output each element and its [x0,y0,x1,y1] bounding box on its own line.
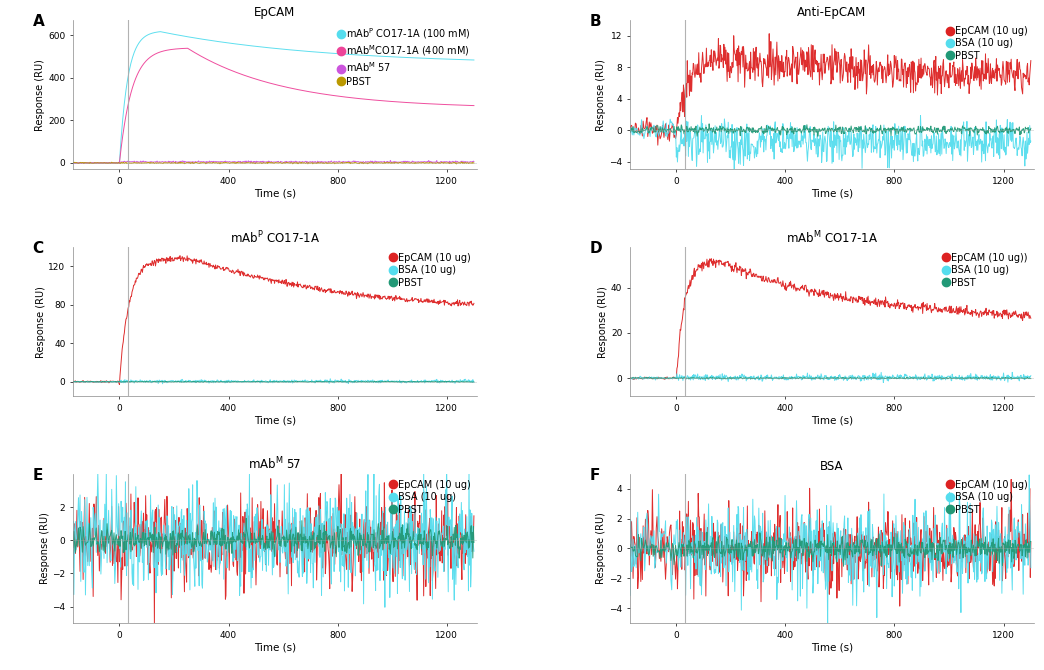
Y-axis label: Response (RU): Response (RU) [598,285,609,358]
Title: mAb$^\mathrm{M}$ 57: mAb$^\mathrm{M}$ 57 [248,456,302,472]
Y-axis label: Response (RU): Response (RU) [596,513,607,584]
Y-axis label: Response (RU): Response (RU) [35,285,46,358]
X-axis label: Time (s): Time (s) [811,415,853,425]
Legend: mAb$^\mathrm{P}$ CO17-1A (100 mM), mAb$^\mathrm{M}$CO17-1A (400 mM), mAb$^\mathr: mAb$^\mathrm{P}$ CO17-1A (100 mM), mAb$^… [337,25,472,88]
Y-axis label: Response (RU): Response (RU) [596,59,607,131]
Text: A: A [32,14,45,29]
Title: mAb$^\mathrm{M}$ CO17-1A: mAb$^\mathrm{M}$ CO17-1A [786,229,878,246]
Title: BSA: BSA [820,460,844,472]
Title: mAb$^\mathrm{P}$ CO17-1A: mAb$^\mathrm{P}$ CO17-1A [230,229,319,246]
X-axis label: Time (s): Time (s) [811,189,853,199]
Legend: EpCAM (10 ug), BSA (10 ug), PBST: EpCAM (10 ug), BSA (10 ug), PBST [946,25,1028,62]
X-axis label: Time (s): Time (s) [254,189,295,199]
Text: C: C [32,241,44,256]
Text: E: E [32,468,43,483]
Text: B: B [590,14,601,29]
Text: F: F [590,468,600,483]
Legend: EpCAM (10 ug), BSA (10 ug), PBST: EpCAM (10 ug), BSA (10 ug), PBST [389,478,472,515]
Title: EpCAM: EpCAM [255,6,295,19]
Title: Anti-EpCAM: Anti-EpCAM [798,6,867,19]
X-axis label: Time (s): Time (s) [811,643,853,653]
X-axis label: Time (s): Time (s) [254,415,295,425]
Legend: EpCAM (10 ug), BSA (10 ug), PBST: EpCAM (10 ug), BSA (10 ug), PBST [946,478,1028,515]
Text: D: D [590,241,602,256]
Y-axis label: Response (RU): Response (RU) [35,59,45,131]
X-axis label: Time (s): Time (s) [254,643,295,653]
Legend: EpCAM (10 ug)), BSA (10 ug), PBST: EpCAM (10 ug)), BSA (10 ug), PBST [943,252,1028,289]
Y-axis label: Response (RU): Response (RU) [40,513,49,584]
Legend: EpCAM (10 ug), BSA (10 ug), PBST: EpCAM (10 ug), BSA (10 ug), PBST [389,252,472,289]
